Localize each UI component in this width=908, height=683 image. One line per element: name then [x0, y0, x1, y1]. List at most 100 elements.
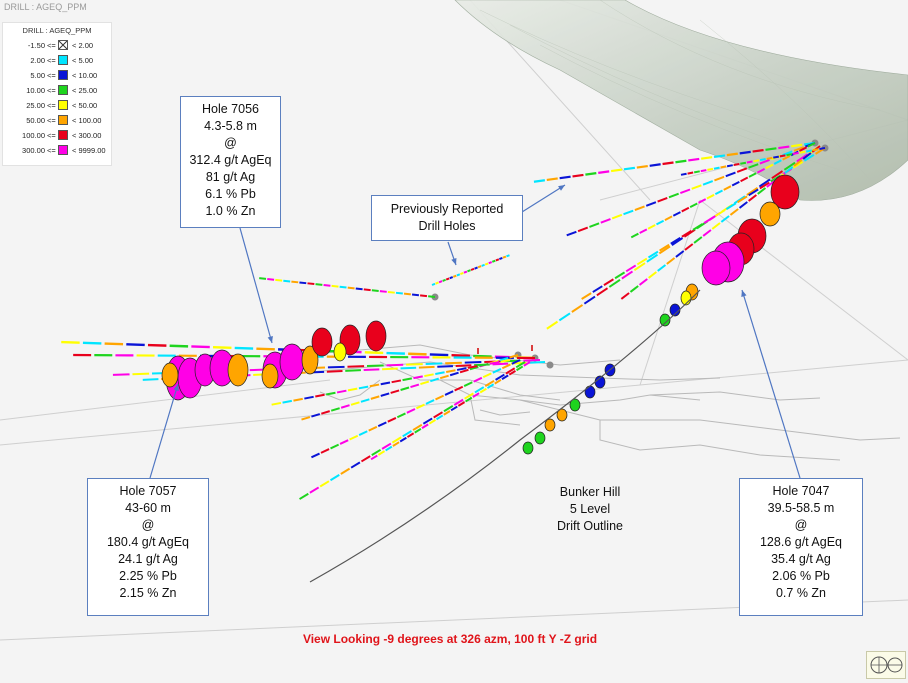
drill-trace-segment [450, 373, 458, 376]
legend-swatch [58, 85, 68, 95]
drill-trace-segment [474, 378, 482, 382]
drill-trace-segment [471, 269, 474, 270]
drill-trace-segment [667, 258, 675, 264]
drill-trace-segment [464, 382, 472, 386]
legend-high: < 9999.00 [72, 146, 106, 155]
drill-trace-segment [640, 229, 647, 233]
legend-low: 25.00 [5, 101, 45, 110]
drill-trace-segment [340, 287, 347, 288]
drill-trace-segment [407, 409, 415, 413]
drill-trace-segment [191, 346, 209, 347]
drill-trace-segment [436, 396, 444, 400]
legend-op: <= [47, 71, 56, 80]
drill-trace-segment [502, 364, 510, 368]
drill-trace-segment [727, 154, 738, 156]
drill-trace-segment [321, 411, 329, 414]
drill-trace-segment [446, 370, 455, 372]
callout-line: @ [181, 135, 280, 152]
legend-op: <= [47, 146, 56, 155]
drill-trace-segment [692, 185, 702, 189]
drill-trace-segment [740, 163, 746, 164]
drill-trace-segment [426, 363, 443, 364]
drill-trace-segment [634, 263, 645, 270]
callout-line: 24.1 g/t Ag [88, 551, 208, 568]
drill-trace-segment [359, 431, 367, 435]
drill-trace-segment [589, 223, 599, 227]
drill-trace-segment [311, 414, 319, 417]
drill-trace-segment [773, 157, 779, 158]
drill-trace-segment [300, 494, 309, 499]
drill-trace-segment [370, 385, 379, 387]
assay-disc [312, 328, 332, 356]
drill-trace-segment [694, 171, 700, 172]
drill-trace-segment [331, 475, 340, 480]
legend-high: < 5.00 [72, 56, 93, 65]
drill-trace-segment [143, 379, 159, 380]
drill-trace-segment [422, 424, 428, 428]
drill-trace-segment [327, 371, 343, 372]
assay-disc [334, 343, 346, 361]
drill-trace-segment [740, 152, 751, 154]
drill-trace-segment [392, 380, 401, 382]
arrow-head-icon [558, 185, 565, 191]
drill-trace-segment [640, 279, 648, 285]
drill-trace-segment [351, 462, 360, 467]
drill-trace-segment [465, 362, 482, 363]
drill-trace-segment [315, 395, 324, 397]
drill-trace-segment [372, 290, 379, 291]
legend-op: <= [47, 131, 56, 140]
legend-op: <= [47, 86, 56, 95]
drill-trace-segment [324, 285, 331, 286]
drill-trace-segment [584, 297, 595, 304]
legend-swatch [58, 70, 68, 80]
callout-line: Hole 7047 [740, 483, 862, 500]
drill-trace-segment [626, 265, 635, 271]
callout-line: 2.15 % Zn [88, 585, 208, 602]
drill-trace-segment [637, 166, 648, 168]
drill-trace-segment [401, 388, 409, 391]
drill-trace-segment [611, 170, 622, 172]
drill-trace-segment [105, 344, 123, 345]
drill-trace-segment [283, 401, 292, 403]
drill-trace-segment [730, 209, 738, 215]
callout-line: 1.0 % Zn [181, 203, 280, 220]
drill-trace-segment [435, 372, 444, 374]
drill-trace-segment [658, 265, 666, 271]
drill-trace-segment [714, 177, 724, 181]
drill-trace-segment [559, 313, 570, 320]
drill-trace-segment [737, 168, 747, 172]
drill-trace-segment [439, 281, 442, 282]
drill-trace-segment [534, 180, 545, 182]
drill-trace-segment [658, 198, 668, 202]
drill-trace-segment [301, 417, 309, 420]
assay-disc [366, 321, 386, 351]
drill-trace-segment [690, 203, 697, 207]
legend-op: <= [47, 116, 56, 125]
legend-swatch [58, 55, 68, 65]
callout-line: @ [88, 517, 208, 534]
drill-trace-segment [126, 344, 144, 345]
orientation-gizmo-icon[interactable] [866, 651, 906, 679]
drill-trace-segment [408, 354, 426, 355]
drill-trace-segment [650, 164, 661, 166]
drill-trace-segment [791, 145, 802, 147]
drill-trace-segment [413, 376, 422, 378]
callout-previously-reported: Previously Reported Drill Holes [371, 195, 523, 241]
drill-trace-segment [715, 191, 722, 195]
legend-high: < 10.00 [72, 71, 97, 80]
drill-trace-segment [378, 422, 386, 426]
crossed-box-icon [58, 40, 68, 50]
drill-trace-segment [420, 382, 428, 385]
drill-trace-segment [365, 352, 383, 353]
callout-hole-7047: Hole 7047 39.5-58.5 m @ 128.6 g/t AgEq 3… [739, 478, 863, 616]
drill-trace-segment [332, 286, 339, 287]
drill-trace-segment [467, 270, 470, 271]
drill-trace-segment [272, 403, 281, 405]
drill-trace-segment [420, 295, 427, 296]
drill-trace-segment [612, 215, 622, 219]
drill-trace-segment [213, 347, 231, 348]
callout-line: 6.1 % Pb [181, 186, 280, 203]
drill-trace-segment [371, 456, 377, 460]
drill-trace-segment [585, 173, 596, 175]
drill-trace-segment [321, 449, 329, 453]
